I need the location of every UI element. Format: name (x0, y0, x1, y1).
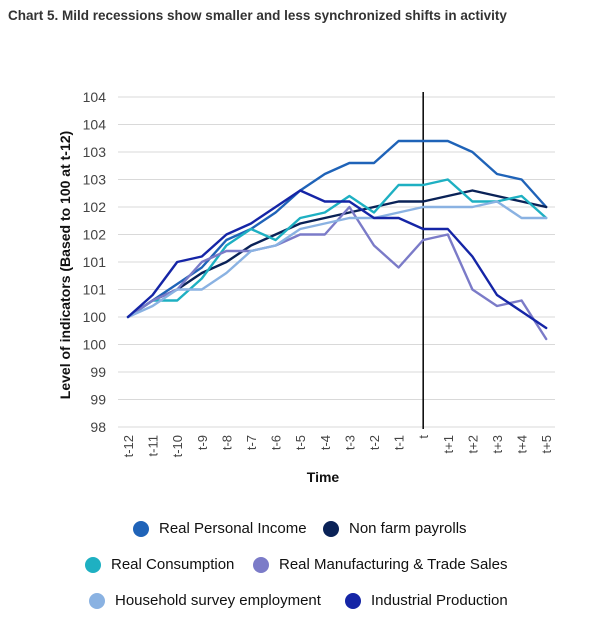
x-tick-label: t-10 (170, 435, 185, 457)
y-tick-label: 102 (83, 199, 107, 215)
legend-swatch (323, 520, 339, 537)
series-line-real-personal-income (126, 139, 548, 319)
y-tick-label: 104 (83, 117, 107, 133)
x-tick-label: t-1 (392, 435, 407, 450)
legend-swatch (89, 592, 105, 609)
y-tick-label: 101 (83, 254, 107, 270)
legend-item-non-farm-payrolls: Non farm payrolls (323, 520, 467, 537)
legend-item-real-consumption: Real Consumption (85, 556, 234, 573)
legend-item-industrial-production: Industrial Production (345, 592, 508, 609)
x-tick-label: t-4 (318, 435, 333, 450)
legend-label: Real Manufacturing & Trade Sales (279, 556, 508, 573)
chart-title: Chart 5. Mild recessions show smaller an… (8, 8, 507, 23)
x-tick-label: t-9 (195, 435, 210, 450)
legend-swatch (133, 520, 149, 537)
legend-label: Real Consumption (111, 556, 235, 573)
y-tick-label: 100 (83, 337, 107, 353)
legend-swatch (345, 592, 361, 609)
x-tick-label: t-6 (269, 435, 284, 450)
x-tick-label: t+2 (465, 435, 480, 453)
legend-swatch (85, 556, 101, 573)
x-tick-label: t (416, 435, 431, 439)
series-line-real-consumption (126, 178, 548, 319)
series-line-household-survey-employment (126, 200, 548, 319)
series-line-non-farm-payrolls (126, 189, 548, 319)
legend-item-real-personal-income: Real Personal Income (133, 520, 307, 537)
x-tick-label: t-2 (367, 435, 382, 450)
y-tick-label: 101 (83, 282, 107, 298)
x-tick-label: t-8 (219, 435, 234, 450)
y-tick-label: 98 (90, 419, 106, 435)
legend-label: Non farm payrolls (349, 520, 467, 537)
legend-swatch (253, 556, 269, 573)
legend-item-real-manufacturing-trade-sales: Real Manufacturing & Trade Sales (253, 556, 507, 573)
y-axis-title: Level of indicators (Based to 100 at t-1… (57, 131, 73, 399)
x-tick-label: t-3 (342, 435, 357, 450)
y-tick-label: 103 (83, 144, 107, 160)
y-tick-label: 99 (90, 392, 106, 408)
legend-label: Household survey employment (115, 592, 321, 609)
x-tick-label: t-11 (146, 435, 161, 456)
x-tick-label: t-7 (244, 435, 259, 450)
legend-label: Industrial Production (371, 592, 508, 609)
x-tick-label: t+5 (539, 435, 554, 453)
series-lines (126, 139, 548, 341)
x-tick-label: t+3 (490, 435, 505, 453)
x-axis-title: Time (307, 469, 340, 485)
y-tick-label: 104 (83, 89, 107, 105)
y-tick-label: 100 (83, 309, 107, 325)
y-tick-label: 99 (90, 364, 106, 380)
x-axis-ticks: t-12 t-11 t-10 t-9 t-8 t-7 t-6 t-5 t-4 t-3 t-2 t-1 t… (121, 435, 554, 458)
x-tick-label: t+4 (515, 435, 530, 453)
x-tick-label: t+1 (441, 435, 456, 453)
series-line-industrial-production (126, 189, 548, 330)
x-tick-label: t-5 (293, 435, 308, 450)
legend-label: Real Personal Income (159, 520, 307, 537)
gridlines (118, 96, 555, 428)
y-tick-label: 103 (83, 172, 107, 188)
legend-item-household-survey-employment: Household survey employment (89, 592, 321, 609)
x-tick-label: t-12 (121, 435, 136, 457)
y-axis-ticks: 98 99 99 100 100 101 101 102 102 103 103 104 104 (83, 89, 107, 435)
y-tick-label: 102 (83, 227, 107, 243)
